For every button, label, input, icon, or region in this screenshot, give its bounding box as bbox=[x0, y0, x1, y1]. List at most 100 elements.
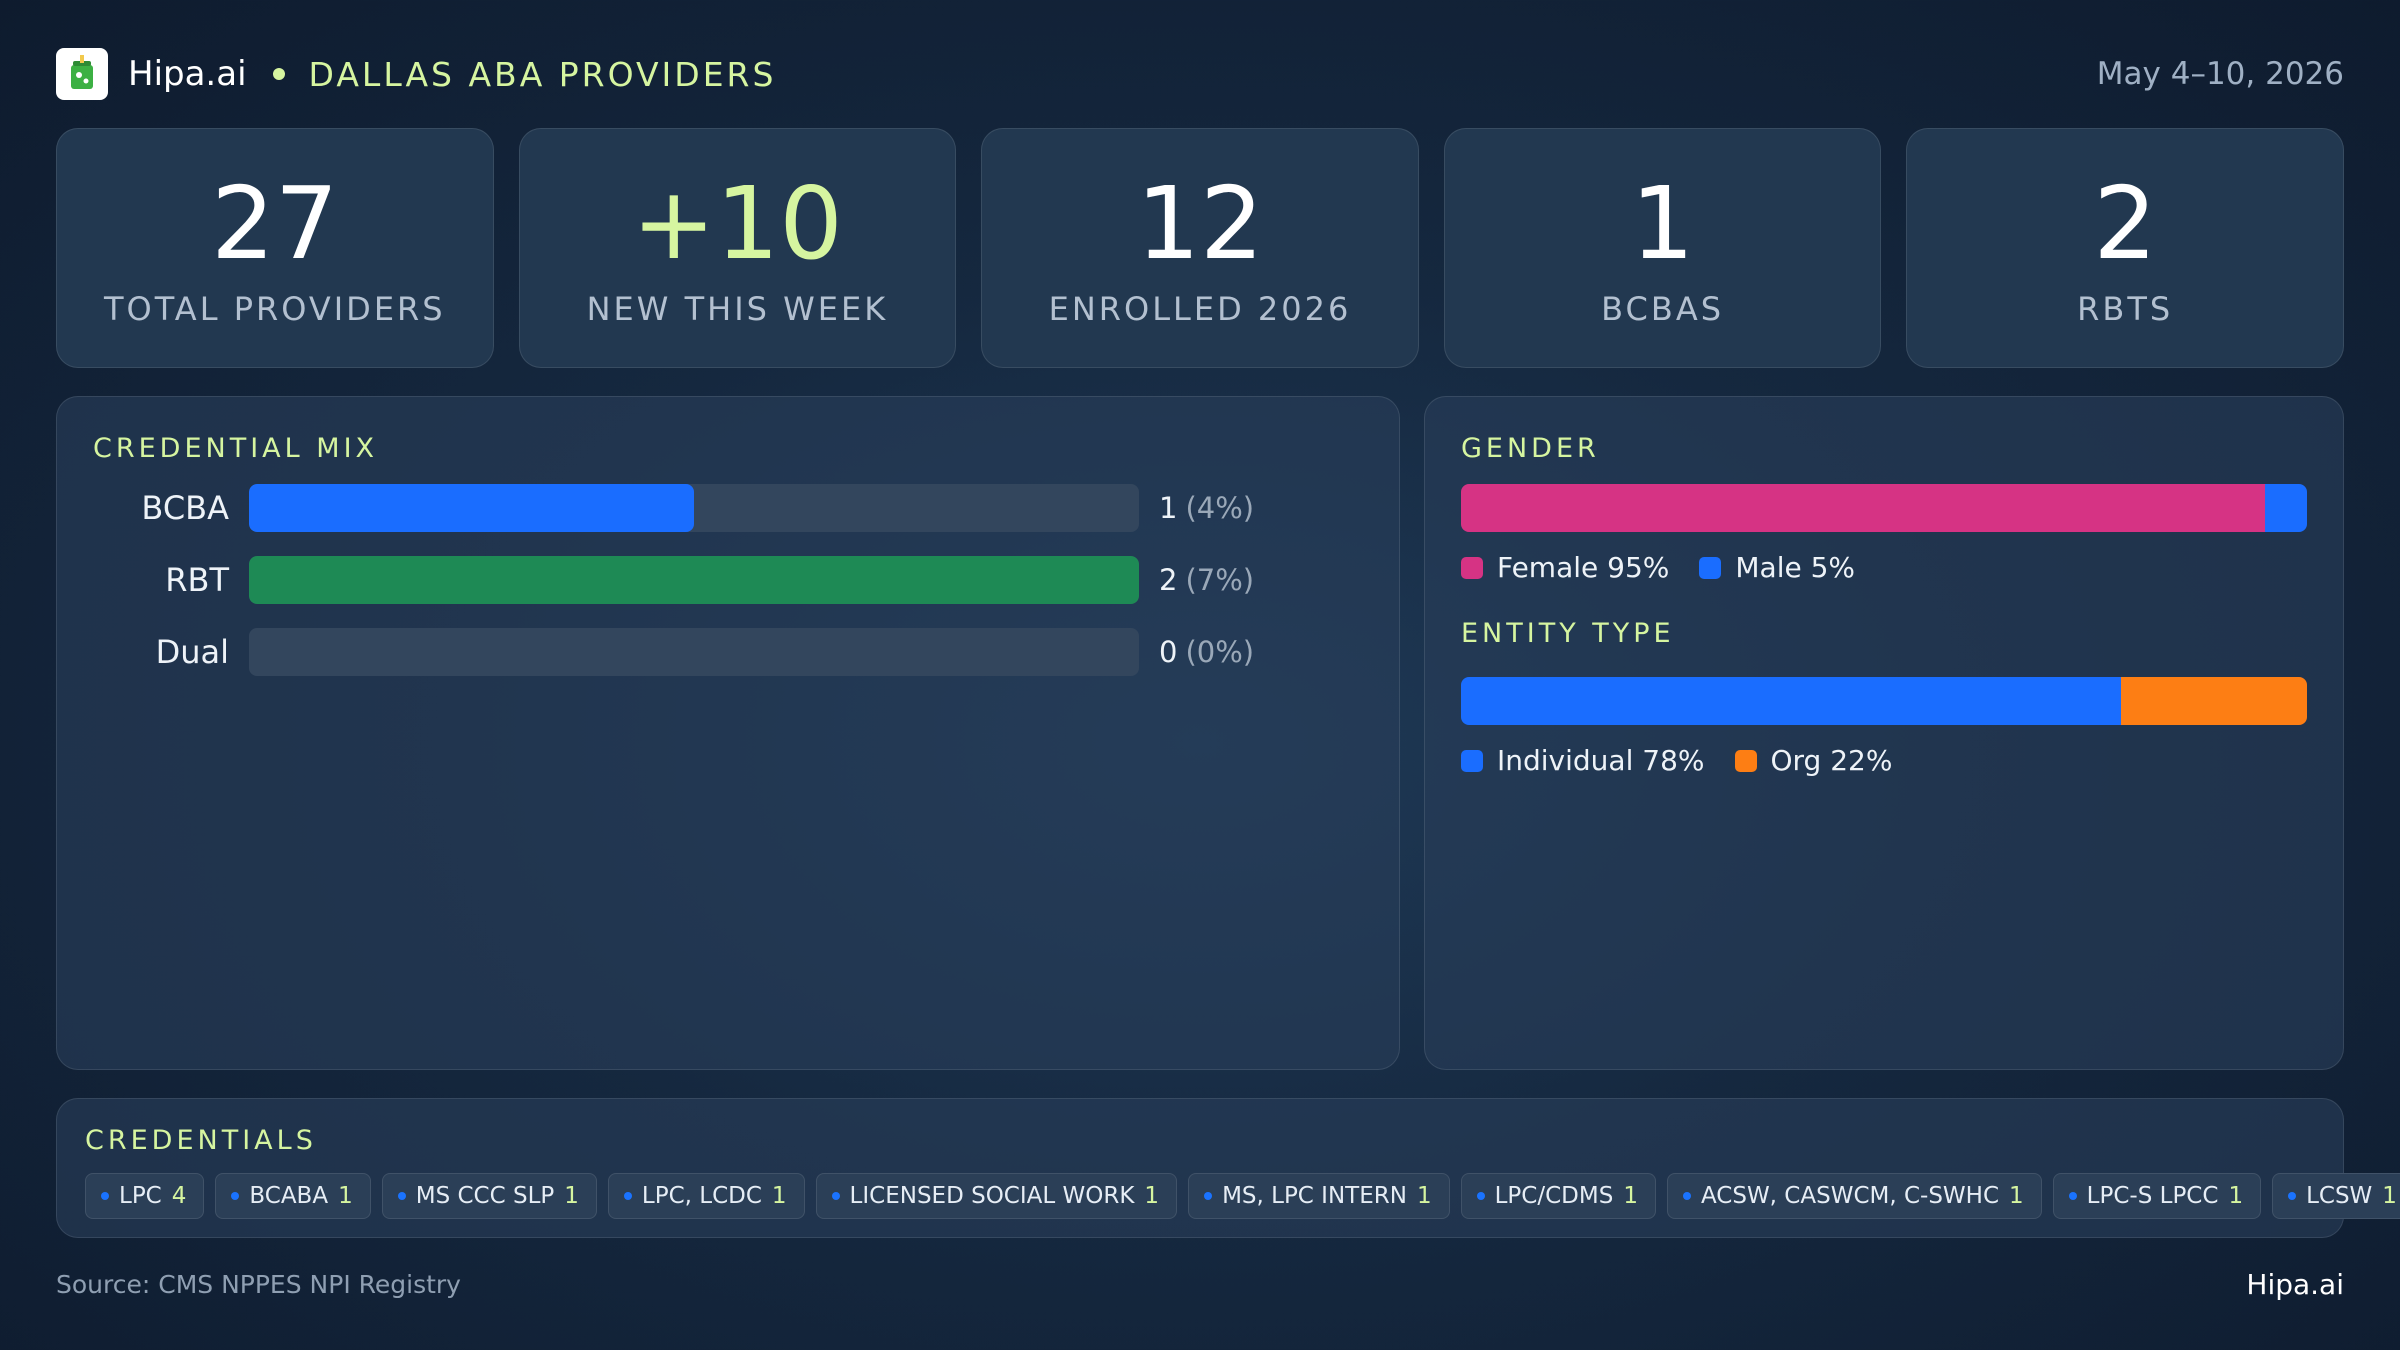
kpi-enrolled-2026: 12 ENROLLED 2026 bbox=[981, 128, 1419, 368]
credential-chip: LPC/CDMS 1 bbox=[1460, 1173, 1656, 1219]
mix-percent: (0%) bbox=[1185, 635, 1255, 669]
org-segment bbox=[2120, 677, 2307, 725]
mix-percent: (7%) bbox=[1185, 563, 1255, 597]
mix-track bbox=[249, 556, 1139, 604]
kpi-label: ENROLLED 2026 bbox=[1048, 290, 1352, 328]
chip-dot bbox=[2068, 1192, 2077, 1200]
chip-name: MS, LPC INTERN bbox=[1222, 1183, 1407, 1209]
mix-label: Dual bbox=[155, 633, 229, 671]
gender-title: GENDER bbox=[1461, 433, 1600, 464]
demographics-panel: GENDER Female 95% Male 5% ENTITY TYPE In… bbox=[1424, 396, 2344, 1070]
kpi-value: 12 bbox=[1136, 165, 1264, 282]
male-segment bbox=[2264, 484, 2307, 532]
entity-type-legend: Individual 78% Org 22% bbox=[1461, 744, 1892, 777]
entity-type-title: ENTITY TYPE bbox=[1461, 618, 1675, 649]
credential-chip: LICENSED SOCIAL WORK 1 bbox=[815, 1173, 1178, 1219]
cup-drink-icon bbox=[56, 48, 108, 100]
mix-fill bbox=[249, 556, 1139, 604]
chip-count: 1 bbox=[2009, 1183, 2024, 1209]
credential-chip: LCSW 1 bbox=[2272, 1173, 2400, 1219]
date-range: May 4–10, 2026 bbox=[2096, 56, 2344, 92]
org-swatch bbox=[1734, 749, 1757, 772]
kpi-value: +10 bbox=[631, 165, 843, 282]
chip-dot bbox=[397, 1192, 406, 1200]
chip-count: 1 bbox=[564, 1183, 579, 1209]
chip-dot bbox=[1682, 1192, 1691, 1200]
gender-bar bbox=[1461, 484, 2307, 532]
male-legend-label: Male 5% bbox=[1735, 551, 1856, 584]
chip-name: LCSW bbox=[2306, 1183, 2373, 1209]
mix-row-bcba: BCBA 1 (4%) bbox=[93, 484, 1254, 532]
chip-name: MS CCC SLP bbox=[415, 1183, 555, 1209]
chip-count: 1 bbox=[338, 1183, 353, 1209]
chip-name: LPC/CDMS bbox=[1494, 1183, 1614, 1209]
mix-percent: (4%) bbox=[1185, 491, 1255, 525]
kpi-label: TOTAL PROVIDERS bbox=[104, 290, 446, 328]
credentials-panel: CREDENTIALS LPC 4 BCABA 1 MS CCC SLP 1 LPC, LC… bbox=[56, 1098, 2400, 1238]
chip-dot bbox=[623, 1192, 632, 1200]
chip-dot bbox=[1204, 1192, 1213, 1200]
credential-chip: MS CCC SLP 1 bbox=[381, 1173, 597, 1219]
chip-dot bbox=[1476, 1192, 1485, 1200]
mix-fill bbox=[249, 484, 694, 532]
chip-dot bbox=[101, 1192, 109, 1200]
female-swatch bbox=[1461, 556, 1483, 579]
credential-chip: MS, LPC INTERN 1 bbox=[1188, 1173, 1450, 1219]
mix-count: 1 bbox=[1159, 491, 1178, 525]
chip-dot bbox=[2288, 1192, 2297, 1200]
entity-type-bar bbox=[1461, 677, 2307, 725]
mix-label: BCBA bbox=[141, 489, 229, 527]
kpi-value: 1 bbox=[1630, 165, 1695, 282]
chip-name: LPC bbox=[119, 1183, 162, 1209]
kpi-row: 27 TOTAL PROVIDERS +10 NEW THIS WEEK 12 … bbox=[56, 128, 2344, 368]
footer-brand: Hipa.ai bbox=[2246, 1268, 2344, 1301]
individual-swatch bbox=[1461, 749, 1483, 772]
chip-name: LICENSED SOCIAL WORK bbox=[849, 1183, 1135, 1209]
mix-track bbox=[249, 628, 1139, 676]
credential-chip: LPC, LCDC 1 bbox=[607, 1173, 805, 1219]
mix-count: 0 bbox=[1159, 635, 1178, 669]
kpi-value: 2 bbox=[2093, 165, 2157, 282]
credential-chip: LPC-S LPCC 1 bbox=[2052, 1173, 2262, 1219]
kpi-total-providers: 27 TOTAL PROVIDERS bbox=[56, 128, 494, 368]
gender-legend: Female 95% Male 5% bbox=[1461, 551, 1855, 584]
individual-segment bbox=[1461, 677, 2121, 725]
credential-chip: BCABA 1 bbox=[215, 1173, 371, 1219]
chip-count: 1 bbox=[771, 1183, 787, 1209]
mix-row-rbt: RBT 2 (7%) bbox=[93, 556, 1254, 604]
kpi-label: BCBAS bbox=[1601, 290, 1725, 328]
chip-count: 1 bbox=[2382, 1183, 2397, 1209]
kpi-label: RBTS bbox=[2077, 290, 2174, 328]
mix-row-dual: Dual 0 (0%) bbox=[93, 628, 1254, 676]
chip-name: ACSW, CASWCM, C-SWHC bbox=[1700, 1183, 2000, 1209]
panel-title: CREDENTIALS bbox=[85, 1125, 317, 1156]
kpi-label: NEW THIS WEEK bbox=[586, 290, 889, 328]
chip-count: 1 bbox=[1416, 1183, 1432, 1209]
kpi-value: 27 bbox=[211, 165, 339, 282]
kpi-bcbas: 1 BCBAS bbox=[1443, 128, 1882, 368]
chip-dot bbox=[231, 1192, 240, 1200]
source-note: Source: CMS NPPES NPI Registry bbox=[56, 1270, 461, 1299]
chip-count: 1 bbox=[1144, 1183, 1160, 1209]
male-swatch bbox=[1699, 556, 1722, 579]
kpi-rbts: 2 RBTS bbox=[1906, 128, 2344, 368]
mix-track bbox=[249, 484, 1139, 532]
female-segment bbox=[1461, 484, 2265, 532]
credential-chip: ACSW, CASWCM, C-SWHC 1 bbox=[1666, 1173, 2042, 1219]
chip-dot bbox=[831, 1192, 840, 1200]
female-legend-label: Female 95% bbox=[1497, 551, 1670, 584]
credential-chips: LPC 4 BCABA 1 MS CCC SLP 1 LPC, LCDC 1 LICENSED … bbox=[85, 1173, 2400, 1219]
chip-name: LPC, LCDC bbox=[641, 1183, 762, 1209]
region-title: DALLAS ABA PROVIDERS bbox=[308, 54, 777, 94]
mix-label: RBT bbox=[165, 561, 229, 599]
chip-name: LPC-S LPCC bbox=[2086, 1183, 2219, 1209]
credential-mix-panel: CREDENTIAL MIX BCBA 1 (4%) RBT 2 (7%) Du… bbox=[56, 396, 1400, 1070]
individual-legend-label: Individual 78% bbox=[1497, 744, 1705, 777]
kpi-new-this-week: +10 NEW THIS WEEK bbox=[518, 128, 957, 368]
chip-count: 4 bbox=[171, 1183, 187, 1209]
org-legend-label: Org 22% bbox=[1770, 744, 1893, 777]
chip-name: BCABA bbox=[249, 1183, 329, 1209]
panel-title: CREDENTIAL MIX bbox=[93, 433, 379, 464]
brand-name: Hipa.ai bbox=[128, 54, 247, 94]
chip-count: 1 bbox=[2228, 1183, 2244, 1209]
